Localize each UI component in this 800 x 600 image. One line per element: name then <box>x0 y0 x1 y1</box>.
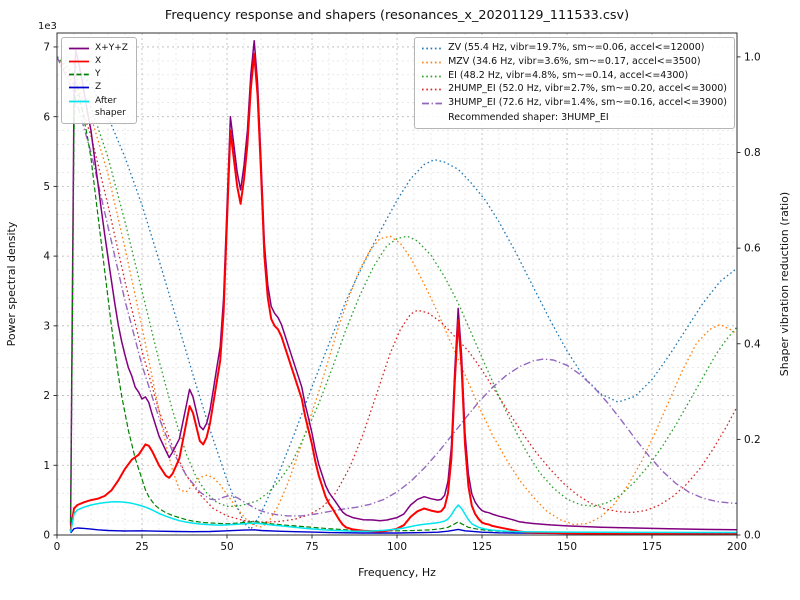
series-zv <box>56 56 738 530</box>
series-z <box>70 527 738 535</box>
legend-item: After shaper <box>68 95 129 119</box>
series-x_y_z <box>69 39 738 531</box>
y-right-tick-label: 0.6 <box>744 243 761 255</box>
y-axis-left-label: Power spectral density <box>5 221 18 346</box>
legend-item: 3HUMP_EI (72.6 Hz, vibr=1.4%, sm~=0.16, … <box>421 97 727 110</box>
y-left-tick-label: 2 <box>43 390 50 402</box>
legend-label: MZV (34.6 Hz, vibr=3.6%, sm~=0.17, accel… <box>448 55 701 67</box>
legend-label: After shaper <box>95 95 126 118</box>
legend-item: Z <box>68 81 129 93</box>
legend-line-sample <box>69 87 89 89</box>
y-axis-right-label: Shaper vibration reduction (ratio) <box>778 192 791 376</box>
legend-line-sample <box>422 102 443 105</box>
y-left-tick-label: 7 <box>43 42 50 54</box>
y-right-tick-label: 0.0 <box>744 530 761 542</box>
y-right-tick-label: 0.4 <box>744 338 761 350</box>
series-3hump_ei <box>56 56 738 517</box>
legend-label: X <box>95 56 102 67</box>
x-tick-label: 200 <box>727 541 747 553</box>
y-left-tick-label: 1 <box>43 460 50 472</box>
legend-line-sample <box>422 61 443 64</box>
legend-item: ZV (55.4 Hz, vibr=19.7%, sm~=0.06, accel… <box>421 42 727 55</box>
axis-ticks: 0 25 50 75 100 125 150 175 200 0 1 2 3 4 5 6 7 0.0 0.2 0.4 0… <box>43 42 761 553</box>
x-tick-label: 175 <box>642 541 662 553</box>
legend-recommended-note: Recommended shaper: 3HUMP_EI <box>448 112 609 124</box>
legend-line-sample <box>422 89 443 91</box>
series-x <box>69 52 738 536</box>
legend-item: MZV (34.6 Hz, vibr=3.6%, sm~=0.17, accel… <box>421 56 727 69</box>
legend-item: Y <box>68 68 129 80</box>
plot-curves <box>56 39 738 536</box>
x-axis-label: Frequency, Hz <box>358 566 436 579</box>
x-tick-label: 25 <box>135 541 148 553</box>
legend-item: EI (48.2 Hz, vibr=4.8%, sm~=0.14, accel<… <box>421 70 727 83</box>
legend-line-sample <box>69 47 89 50</box>
x-tick-label: 75 <box>305 541 318 553</box>
x-tick-label: 0 <box>54 541 61 553</box>
y-left-tick-label: 6 <box>43 111 50 123</box>
legend-label: ZV (55.4 Hz, vibr=19.7%, sm~=0.06, accel… <box>448 42 705 53</box>
chart-title: Frequency response and shapers (resonanc… <box>165 8 629 23</box>
legend-label: Y <box>95 69 101 80</box>
legend-line-sample <box>69 73 89 76</box>
legend-line-sample <box>422 47 443 50</box>
legend-label: Z <box>95 82 102 93</box>
y-right-tick-label: 1.0 <box>744 52 761 64</box>
y-left-tick-label: 4 <box>43 251 50 263</box>
y-left-tick-label: 3 <box>43 320 50 332</box>
y-right-tick-label: 0.8 <box>744 147 761 159</box>
legend-line-sample <box>69 100 89 102</box>
y-axis-offset-text: 1e3 <box>38 21 57 32</box>
x-tick-label: 125 <box>472 541 492 553</box>
legend-item: X <box>68 55 129 67</box>
legend-shapers: ZV (55.4 Hz, vibr=19.7%, sm~=0.06, accel… <box>414 37 735 130</box>
legend-label: 2HUMP_EI (52.0 Hz, vibr=2.7%, sm~=0.20, … <box>448 83 727 95</box>
series-after_shaper <box>69 500 738 534</box>
x-tick-label: 50 <box>220 541 233 553</box>
series-2hump_ei <box>56 56 738 523</box>
legend-line-sample <box>69 60 89 63</box>
series-y <box>70 81 738 535</box>
legend-psd: X+Y+Z X Y Z After shaper <box>61 37 137 124</box>
x-tick-label: 100 <box>387 541 407 553</box>
legend-label: X+Y+Z <box>95 43 128 53</box>
legend-item: 2HUMP_EI (52.0 Hz, vibr=2.7%, sm~=0.20, … <box>421 83 727 96</box>
legend-line-sample <box>422 75 443 77</box>
y-left-tick-label: 0 <box>43 530 50 542</box>
y-right-tick-label: 0.2 <box>744 434 761 446</box>
legend-label: 3HUMP_EI (72.6 Hz, vibr=1.4%, sm~=0.16, … <box>448 97 727 109</box>
legend-item: X+Y+Z <box>68 42 129 54</box>
grid-major <box>57 33 737 535</box>
legend-label: EI (48.2 Hz, vibr=4.8%, sm~=0.14, accel<… <box>448 69 689 81</box>
y-left-tick-label: 5 <box>43 181 50 193</box>
x-tick-label: 150 <box>557 541 577 553</box>
